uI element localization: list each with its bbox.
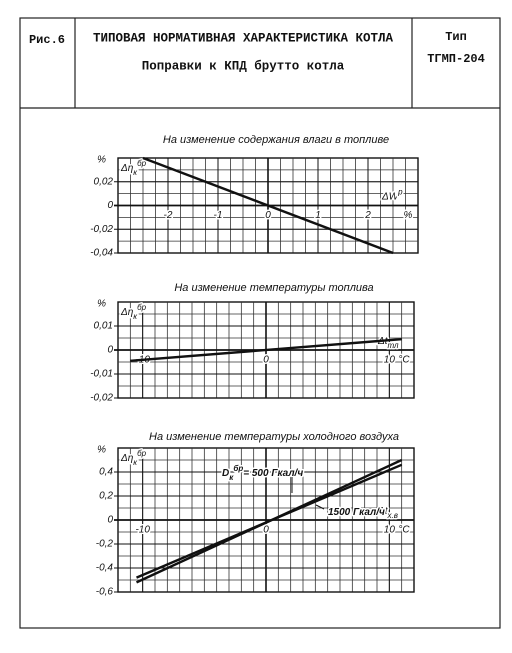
y-axis-label-part: Δη bbox=[120, 163, 134, 174]
x-unit: °C bbox=[398, 355, 410, 366]
x-unit: % bbox=[404, 210, 413, 221]
x-tick-label: 2 bbox=[364, 210, 371, 221]
y-tick-label: 0 bbox=[107, 200, 113, 211]
header-title: ТИПОВАЯ НОРМАТИВНАЯ ХАРАКТЕРИСТИКА КОТЛА bbox=[93, 31, 394, 45]
chart-title: На изменение температуры топлива bbox=[174, 282, 373, 294]
series-label: Dкбр= 500 Гкал/ч bbox=[222, 464, 303, 482]
x-tick-label: -2 bbox=[164, 210, 173, 221]
figure-number: Рис.6 bbox=[29, 33, 65, 47]
type-label: Тип bbox=[445, 30, 467, 44]
y-axis-label-part: к bbox=[133, 312, 138, 321]
series-label-part: 1500 Гкал/ч bbox=[328, 507, 385, 518]
y-tick-label: 0,4 bbox=[99, 467, 113, 478]
data-line bbox=[142, 156, 394, 255]
x-unit: °C bbox=[398, 525, 410, 536]
y-tick-label: -0,04 bbox=[90, 248, 113, 259]
x-tick-label: -1 bbox=[214, 210, 223, 221]
type-value: ТГМП-204 bbox=[427, 52, 485, 66]
header-subtitle: Поправки к КПД брутто котла bbox=[142, 58, 345, 73]
data-line bbox=[136, 463, 403, 579]
x-tick-label: 1 bbox=[315, 210, 321, 221]
y-axis-label-part: бр bbox=[137, 449, 147, 458]
series-label-part: к bbox=[229, 473, 234, 482]
x-axis-label-part: Δt bbox=[377, 506, 389, 517]
y-axis-label-part: к bbox=[133, 168, 138, 177]
y-axis-label-part: Δη bbox=[120, 307, 134, 318]
x-axis-label: ΔWр bbox=[381, 187, 403, 202]
chart-title: На изменение содержания влаги в топливе bbox=[163, 134, 389, 146]
y-axis-label: Δηкбр bbox=[120, 159, 147, 177]
series-label-part: D bbox=[222, 468, 229, 479]
y-unit: % bbox=[97, 299, 106, 310]
y-tick-label: -0,6 bbox=[96, 587, 114, 598]
frame bbox=[19, 17, 501, 629]
x-tick-label: 0 bbox=[265, 210, 271, 221]
y-tick-label: 0 bbox=[107, 515, 113, 526]
y-axis-label: Δηкбр bbox=[120, 303, 147, 321]
y-tick-label: -0,4 bbox=[96, 563, 114, 574]
y-unit: % bbox=[97, 155, 106, 166]
y-tick-label: -0,02 bbox=[90, 224, 113, 235]
chart-title: На изменение температуры холодного возду… bbox=[149, 431, 399, 443]
x-axis-label-part: р bbox=[397, 187, 403, 196]
y-axis-label-part: Δη bbox=[120, 453, 134, 464]
y-axis-label-part: бр bbox=[137, 303, 147, 312]
y-tick-label: 0,01 bbox=[94, 321, 113, 332]
series-label: 1500 Гкал/ч bbox=[328, 507, 385, 518]
x-axis-label-part: тл bbox=[388, 341, 399, 350]
x-tick-label: 10 bbox=[384, 355, 396, 366]
y-axis-label-part: бр bbox=[137, 159, 147, 168]
y-tick-label: 0,2 bbox=[99, 491, 113, 502]
y-unit: % bbox=[97, 445, 106, 456]
x-tick-label: -10 bbox=[135, 525, 150, 536]
data-line bbox=[130, 338, 402, 362]
series-label-part: = 500 Гкал/ч bbox=[243, 468, 303, 479]
x-axis-label: Δtх.в bbox=[377, 506, 398, 520]
x-tick-label: 0 bbox=[263, 355, 269, 366]
leader-line bbox=[315, 504, 325, 510]
y-tick-label: 0 bbox=[107, 345, 113, 356]
x-tick-label: 0 bbox=[263, 525, 269, 536]
y-tick-label: 0,02 bbox=[94, 176, 114, 187]
x-tick-label: 10 bbox=[384, 525, 396, 536]
x-axis-label-part: х.в bbox=[387, 511, 398, 520]
y-tick-label: -0,02 bbox=[90, 393, 113, 404]
x-axis-label-part: ΔW bbox=[381, 191, 400, 202]
y-tick-label: -0,01 bbox=[90, 369, 113, 380]
y-tick-label: -0,2 bbox=[96, 539, 114, 550]
series-label-part: бр bbox=[233, 464, 243, 473]
y-axis-label-part: к bbox=[133, 458, 138, 467]
y-axis-label: Δηкбр bbox=[120, 449, 147, 467]
